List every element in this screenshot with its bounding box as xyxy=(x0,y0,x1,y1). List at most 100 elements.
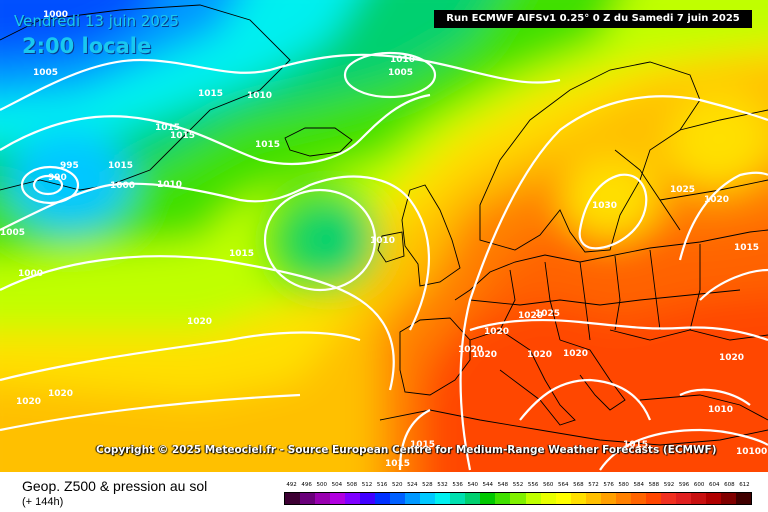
scale-label: 600 xyxy=(693,482,705,488)
scale-label: 520 xyxy=(391,482,403,488)
scale-swatch xyxy=(345,493,361,504)
scale-label: 564 xyxy=(558,482,569,488)
scale-label: 580 xyxy=(618,482,629,488)
scale-swatch xyxy=(420,493,436,504)
pressure-label: 1010 xyxy=(708,405,733,415)
map-title: Geop. Z500 & pression au sol xyxy=(22,478,208,494)
scale-label: 512 xyxy=(361,482,373,488)
scale-swatch xyxy=(675,493,691,504)
forecast-date: Vendredi 13 juin 2025 xyxy=(14,12,180,30)
pressure-label: 1020 xyxy=(16,397,41,407)
scale-swatch xyxy=(435,493,451,504)
scale-labels: 492 496 500 504 508 512 516 520 524 528 532 536 540 5… xyxy=(284,482,752,490)
forecast-map: 1000 1005 1010 1015 1010 1005 1015 1015 … xyxy=(0,0,768,472)
pressure-label: 1015 xyxy=(410,440,435,450)
scale-swatch xyxy=(405,493,421,504)
pressure-label: 1020 xyxy=(458,345,483,355)
scale-label: 508 xyxy=(346,482,358,488)
pressure-label: 10100 xyxy=(736,447,767,457)
scale-label: 592 xyxy=(663,482,675,488)
scale-label: 528 xyxy=(422,482,433,488)
scale-label: 604 xyxy=(709,482,720,488)
scale-swatch xyxy=(510,493,526,504)
scale-label: 588 xyxy=(648,482,660,488)
scale-swatch xyxy=(300,493,316,504)
color-scale xyxy=(284,492,752,505)
scale-label: 548 xyxy=(497,482,509,488)
pressure-label: 1010 xyxy=(247,91,272,101)
scale-swatch xyxy=(285,493,301,504)
pressure-labels: 1000 1005 1010 1015 1010 1005 1015 1015 … xyxy=(0,10,767,469)
scale-swatch xyxy=(600,493,616,504)
scale-label: 556 xyxy=(527,482,539,488)
pressure-label: 1005 xyxy=(0,228,25,238)
scale-swatch xyxy=(570,493,586,504)
scale-swatch xyxy=(540,493,556,504)
pressure-label: 1015 xyxy=(198,89,223,99)
scale-label: 500 xyxy=(316,482,327,488)
pressure-label: 1005 xyxy=(388,68,413,78)
scale-swatch xyxy=(525,493,541,504)
scale-label: 524 xyxy=(407,482,418,488)
forecast-range: (+ 144h) xyxy=(22,496,64,508)
scale-swatch xyxy=(735,493,751,504)
scale-label: 572 xyxy=(588,482,599,488)
isobars xyxy=(0,51,768,471)
scale-label: 532 xyxy=(437,482,448,488)
scale-label: 608 xyxy=(724,482,735,488)
pressure-label: 1015 xyxy=(623,440,648,450)
scale-label: 516 xyxy=(376,482,388,488)
pressure-label: 1025 xyxy=(535,309,560,319)
scale-swatch xyxy=(585,493,601,504)
pressure-label: 990 xyxy=(48,173,67,183)
scale-label: 584 xyxy=(633,482,645,488)
scale-swatch xyxy=(615,493,631,504)
run-info: Run ECMWF AIFSv1 0.25° 0 Z du Samedi 7 j… xyxy=(434,10,752,28)
pressure-label: 1020 xyxy=(719,353,744,363)
pressure-label: 1005 xyxy=(33,68,58,78)
pressure-label: 1000 xyxy=(43,10,68,20)
pressure-label: 1015 xyxy=(108,161,133,171)
scale-swatch xyxy=(390,493,406,504)
pressure-label: 995 xyxy=(60,161,79,171)
scale-swatch xyxy=(495,493,511,504)
local-time: 2:00 locale xyxy=(22,34,152,58)
scale-swatch xyxy=(480,493,496,504)
scale-label: 536 xyxy=(452,482,463,488)
scale-label: 540 xyxy=(467,482,478,488)
pressure-label: 1020 xyxy=(704,195,729,205)
pressure-label: 1015 xyxy=(734,243,759,253)
pressure-label: 1020 xyxy=(187,317,212,327)
scale-label: 596 xyxy=(678,482,690,488)
scale-swatch xyxy=(315,493,331,504)
scale-swatch xyxy=(630,493,646,504)
scale-label: 552 xyxy=(512,482,524,488)
scale-label: 496 xyxy=(301,482,312,488)
pressure-label: 1010 xyxy=(390,55,415,65)
scale-label: 544 xyxy=(482,482,494,488)
scale-label: 568 xyxy=(573,482,584,488)
pressure-label: 1015 xyxy=(385,459,410,469)
pressure-label: 1015 xyxy=(255,140,280,150)
pressure-label: 1010 xyxy=(157,180,182,190)
pressure-label: 1015 xyxy=(170,131,195,141)
scale-swatch xyxy=(450,493,466,504)
pressure-label: 1015 xyxy=(155,123,180,133)
pressure-label: 1010 xyxy=(370,236,395,246)
pressure-label: 1020 xyxy=(472,350,497,360)
scale-label: 612 xyxy=(739,482,750,488)
scale-swatch xyxy=(330,493,346,504)
pressure-label: 1030 xyxy=(592,201,617,211)
scale-swatch xyxy=(705,493,721,504)
scale-label: 504 xyxy=(331,482,343,488)
pressure-label: 1025 xyxy=(670,185,695,195)
scale-swatch xyxy=(690,493,706,504)
country-borders xyxy=(0,4,768,446)
scale-swatch xyxy=(465,493,481,504)
scale-swatch xyxy=(375,493,391,504)
pressure-label: 1020 xyxy=(518,311,543,321)
pressure-label: 1020 xyxy=(48,389,73,399)
scale-label: 560 xyxy=(542,482,554,488)
scale-label: 492 xyxy=(286,482,297,488)
scale-swatch xyxy=(555,493,571,504)
